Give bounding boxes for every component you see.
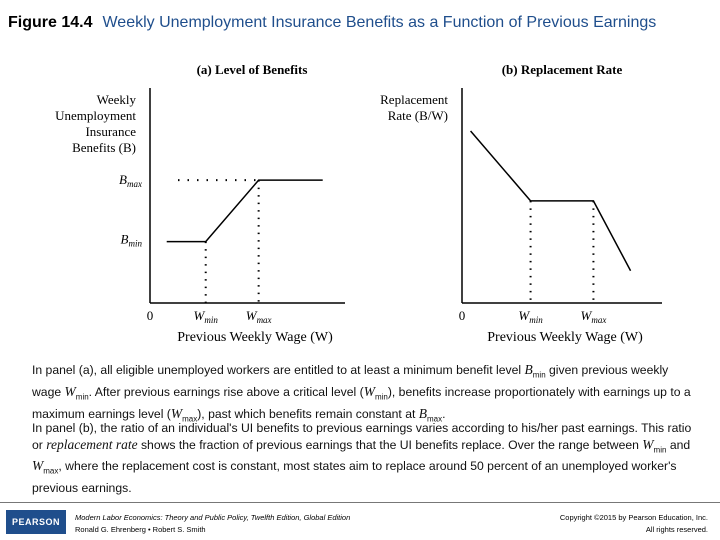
panel-b: (b) Replacement Rate Replacement Rate (B/…	[380, 62, 662, 345]
p1-wmin-sub: min	[75, 392, 89, 402]
figure-title-text: Weekly Unemployment Insurance Benefits a…	[102, 14, 657, 31]
panel-a: (a) Level of Benefits Weekly Unemployment…	[55, 62, 345, 345]
p1-bmax-sub: max	[427, 414, 443, 424]
panel-b-replacement-line	[470, 130, 632, 272]
pearson-logo-text: PEARSON	[11, 517, 60, 527]
p2-text-3: and	[666, 437, 691, 452]
p2-text-4: , where the replacement cost is constant…	[32, 459, 677, 496]
p1-text-2: given previous weekly wage	[32, 363, 669, 399]
panel-b-tick-wmax: Wmax	[581, 308, 607, 325]
figure-number: Figure 14.4	[8, 14, 93, 31]
p1-bmin-sub: min	[532, 370, 546, 380]
p1-wmin-var-2: W	[363, 383, 375, 399]
panel-a-tick-bmax: Bmax	[119, 172, 142, 189]
panel-a-origin-label: 0	[147, 308, 154, 323]
panel-b-guides	[529, 200, 595, 303]
p1-text-4: ), benefits increase proportionately wit…	[32, 384, 691, 421]
p2-wmin-sub: min	[653, 444, 667, 454]
figure-panels: (a) Level of Benefits Weekly Unemployment…	[55, 62, 662, 345]
panel-a-title: (a) Level of Benefits	[197, 62, 308, 77]
panel-a-tick-bmin: Bmin	[121, 232, 143, 249]
p1-text-6: .	[442, 406, 446, 421]
figure-title: Figure 14.4 Weekly Unemployment Insurance…	[8, 12, 708, 34]
panel-a-ylabel: Weekly Unemployment Insurance Benefits (B)	[55, 92, 136, 155]
p2-wmax-sub: max	[43, 466, 59, 476]
p1-text-1: In panel (a), all eligible unemployed wo…	[32, 363, 525, 377]
p2-text-1: In panel (b), the ratio of an individual…	[32, 421, 692, 452]
p2-italic-term: replacement rate	[46, 436, 138, 452]
panel-a-benefit-line	[166, 179, 323, 243]
panel-b-xlabel: Previous Weekly Wage (W)	[487, 330, 643, 345]
panel-b-title: (b) Replacement Rate	[502, 62, 623, 77]
pearson-logo: PEARSON	[6, 510, 66, 534]
p1-bmin-var: B	[524, 362, 533, 377]
p2-wmin-var: W	[642, 436, 654, 452]
footer-copyright-line: Copyright ©2015 by Pearson Education, In…	[559, 513, 708, 522]
p1-wmax-sub: max	[182, 414, 198, 424]
p1-text-5: ), past which benefits remain constant a…	[197, 406, 419, 421]
p2-wmax-var: W	[32, 458, 44, 474]
panel-a-tick-wmax: Wmax	[246, 308, 272, 325]
panel-b-origin-label: 0	[459, 308, 466, 323]
footer-divider	[0, 502, 720, 503]
panel-a-tick-wmin: Wmin	[194, 308, 219, 325]
p1-bmax-var: B	[418, 405, 428, 421]
panel-a-guides	[178, 179, 260, 303]
panel-b-tick-wmin: Wmin	[518, 308, 543, 325]
p1-wmax-var: W	[170, 405, 183, 421]
panel-b-ylabel: Replacement Rate (B/W)	[380, 92, 448, 123]
footer-copyright: Copyright ©2015 by Pearson Education, In…	[560, 512, 708, 536]
footer-rights-line: All rights reserved.	[645, 525, 708, 534]
p2-text-2: shows the fraction of previous earnings …	[137, 437, 643, 452]
panel-a-xlabel: Previous Weekly Wage (W)	[177, 330, 333, 345]
p1-text-3: . After previous earnings rise above a c…	[88, 384, 364, 399]
explanation-paragraph-a: In panel (a), all eligible unemployed wo…	[32, 362, 692, 428]
explanation-paragraph-b: In panel (b), the ratio of an individual…	[32, 420, 692, 497]
footer-book-title: Modern Labor Economics: Theory and Publi…	[75, 513, 351, 522]
footer-authors: Ronald G. Ehrenberg • Robert S. Smith	[75, 525, 206, 534]
footer-book-info: Modern Labor Economics: Theory and Publi…	[75, 512, 350, 536]
p1-wmin-sub-2: min	[374, 392, 388, 402]
p1-wmin-var: W	[64, 383, 76, 399]
